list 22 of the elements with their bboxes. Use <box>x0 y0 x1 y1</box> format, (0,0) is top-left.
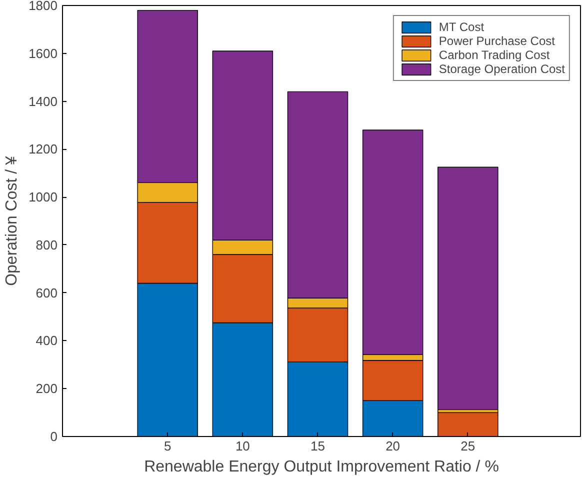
y-tick-label: 1000 <box>28 190 58 205</box>
x-tick-label: 25 <box>460 438 476 454</box>
x-tick-label: 10 <box>235 438 250 454</box>
y-tick-label: 1800 <box>28 0 58 13</box>
legend-label: Storage Operation Cost <box>438 62 565 76</box>
x-tick-label: 15 <box>310 438 325 454</box>
y-tick-label: 200 <box>36 381 58 396</box>
x-tick-label: 20 <box>386 438 400 454</box>
y-tick-label: 400 <box>36 333 58 348</box>
bar <box>438 166 498 410</box>
y-tick-label: 0 <box>50 429 58 444</box>
y-tick-label: 800 <box>36 237 58 252</box>
y-tick-label: 1200 <box>28 142 58 157</box>
legend-label: MT Cost <box>438 20 484 34</box>
legend-label: Carbon Trading Cost <box>438 48 550 62</box>
x-axis-title: Renewable Energy Output Improvement Ratio / % <box>144 458 499 476</box>
y-tick-label: 1600 <box>28 46 58 61</box>
y-tick-label: 1400 <box>28 94 58 109</box>
y-tick-label: 600 <box>36 285 58 300</box>
legend-label: Power Purchase Cost <box>438 34 555 48</box>
y-axis-title: Operation Cost / ¥ <box>4 156 21 286</box>
x-tick-label: 5 <box>164 438 172 454</box>
